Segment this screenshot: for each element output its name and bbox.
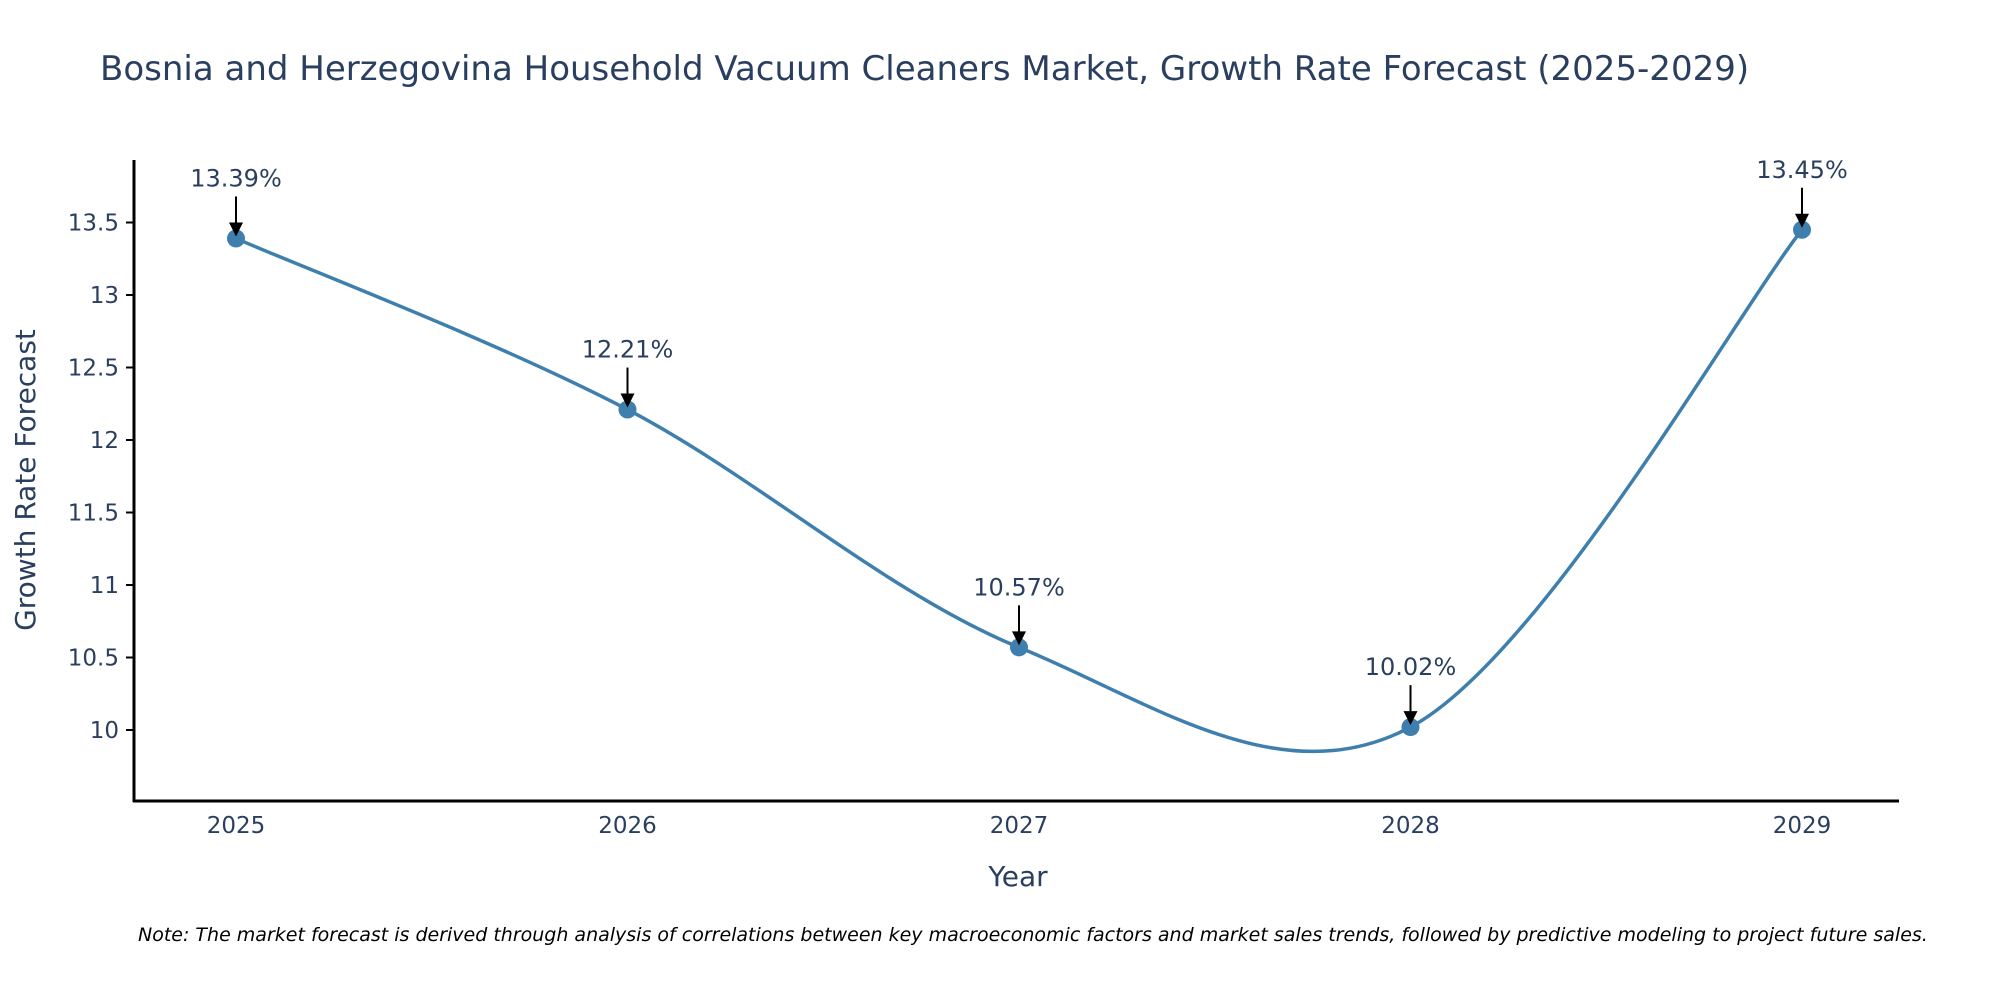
x-tick-label: 2029 <box>1773 813 1832 839</box>
data-label: 13.45% <box>1756 156 1848 184</box>
x-axis-ticks: 2025 2026 2027 2028 2029 <box>207 813 1832 839</box>
x-axis-title: Year <box>987 860 1048 893</box>
x-tick-label: 2026 <box>598 813 657 839</box>
x-tick-label: 2025 <box>207 813 266 839</box>
y-tick-label: 11 <box>90 573 119 599</box>
data-point-marker <box>1010 638 1028 657</box>
data-annotations: 13.39% 12.21% 10.57% 10.02% 13.45% <box>190 156 1848 726</box>
annotation-arrow-head <box>620 393 635 408</box>
data-point-marker <box>1401 718 1420 737</box>
annotation-arrow-head <box>1012 631 1026 646</box>
y-tick-label: 12 <box>90 428 119 454</box>
x-tick-label: 2027 <box>990 813 1049 839</box>
data-point-marker <box>618 400 637 419</box>
annotation-arrow-head <box>1403 711 1418 726</box>
series-line <box>235 228 1804 754</box>
data-point-marker <box>227 229 245 248</box>
chart-title: Bosnia and Herzegovina Household Vacuum … <box>100 49 1749 89</box>
y-tick-label: 10.5 <box>68 646 119 672</box>
y-tick-label: 10 <box>90 718 119 744</box>
annotation-arrow-head <box>1795 213 1809 228</box>
data-point-marker <box>1793 220 1811 239</box>
data-label: 10.57% <box>973 573 1065 601</box>
x-tick-label: 2028 <box>1381 813 1440 839</box>
data-label: 13.39% <box>190 164 282 192</box>
annotation-arrow-head <box>229 222 243 237</box>
footnote: Note: The market forecast is derived thr… <box>138 924 1928 946</box>
y-tick-label: 13.5 <box>68 211 119 237</box>
y-axis-ticks: 10 10.5 11 11.5 12 12.5 13 13.5 <box>68 211 134 744</box>
data-label: 10.02% <box>1365 653 1457 681</box>
y-axis-title: Growth Rate Forecast <box>9 329 42 631</box>
data-points <box>227 220 1811 737</box>
data-label: 12.21% <box>582 336 674 364</box>
y-tick-label: 12.5 <box>68 356 119 382</box>
y-tick-label: 11.5 <box>68 501 119 527</box>
y-tick-label: 13 <box>90 283 119 309</box>
